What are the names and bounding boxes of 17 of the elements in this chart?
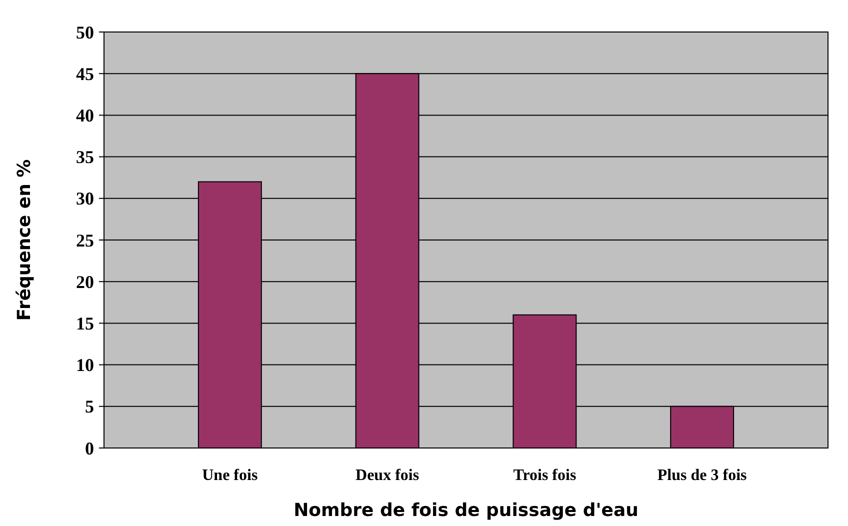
y-tick-label: 25	[76, 230, 94, 250]
y-tick-label: 45	[76, 64, 94, 84]
y-tick-label: 35	[76, 147, 94, 168]
y-tick-label: 50	[76, 22, 94, 42]
x-tick-label: Deux fois	[356, 467, 420, 484]
y-tick-label: 40	[76, 106, 94, 126]
x-tick-label: Trois fois	[513, 467, 576, 484]
y-axis-title: Fréquence en %	[14, 159, 35, 321]
y-tick-label: 30	[76, 188, 94, 209]
y-tick-label: 5	[85, 396, 94, 417]
y-tick-label: 20	[76, 272, 94, 292]
y-tick-label: 10	[76, 355, 94, 376]
y-tick-label: 0	[85, 438, 94, 458]
x-tick-label: Une fois	[202, 467, 258, 484]
x-axis-title: Nombre de fois de puissage d'eau	[294, 500, 638, 521]
x-tick-label: Plus de 3 fois	[657, 467, 747, 484]
y-tick-label: 15	[76, 314, 94, 334]
